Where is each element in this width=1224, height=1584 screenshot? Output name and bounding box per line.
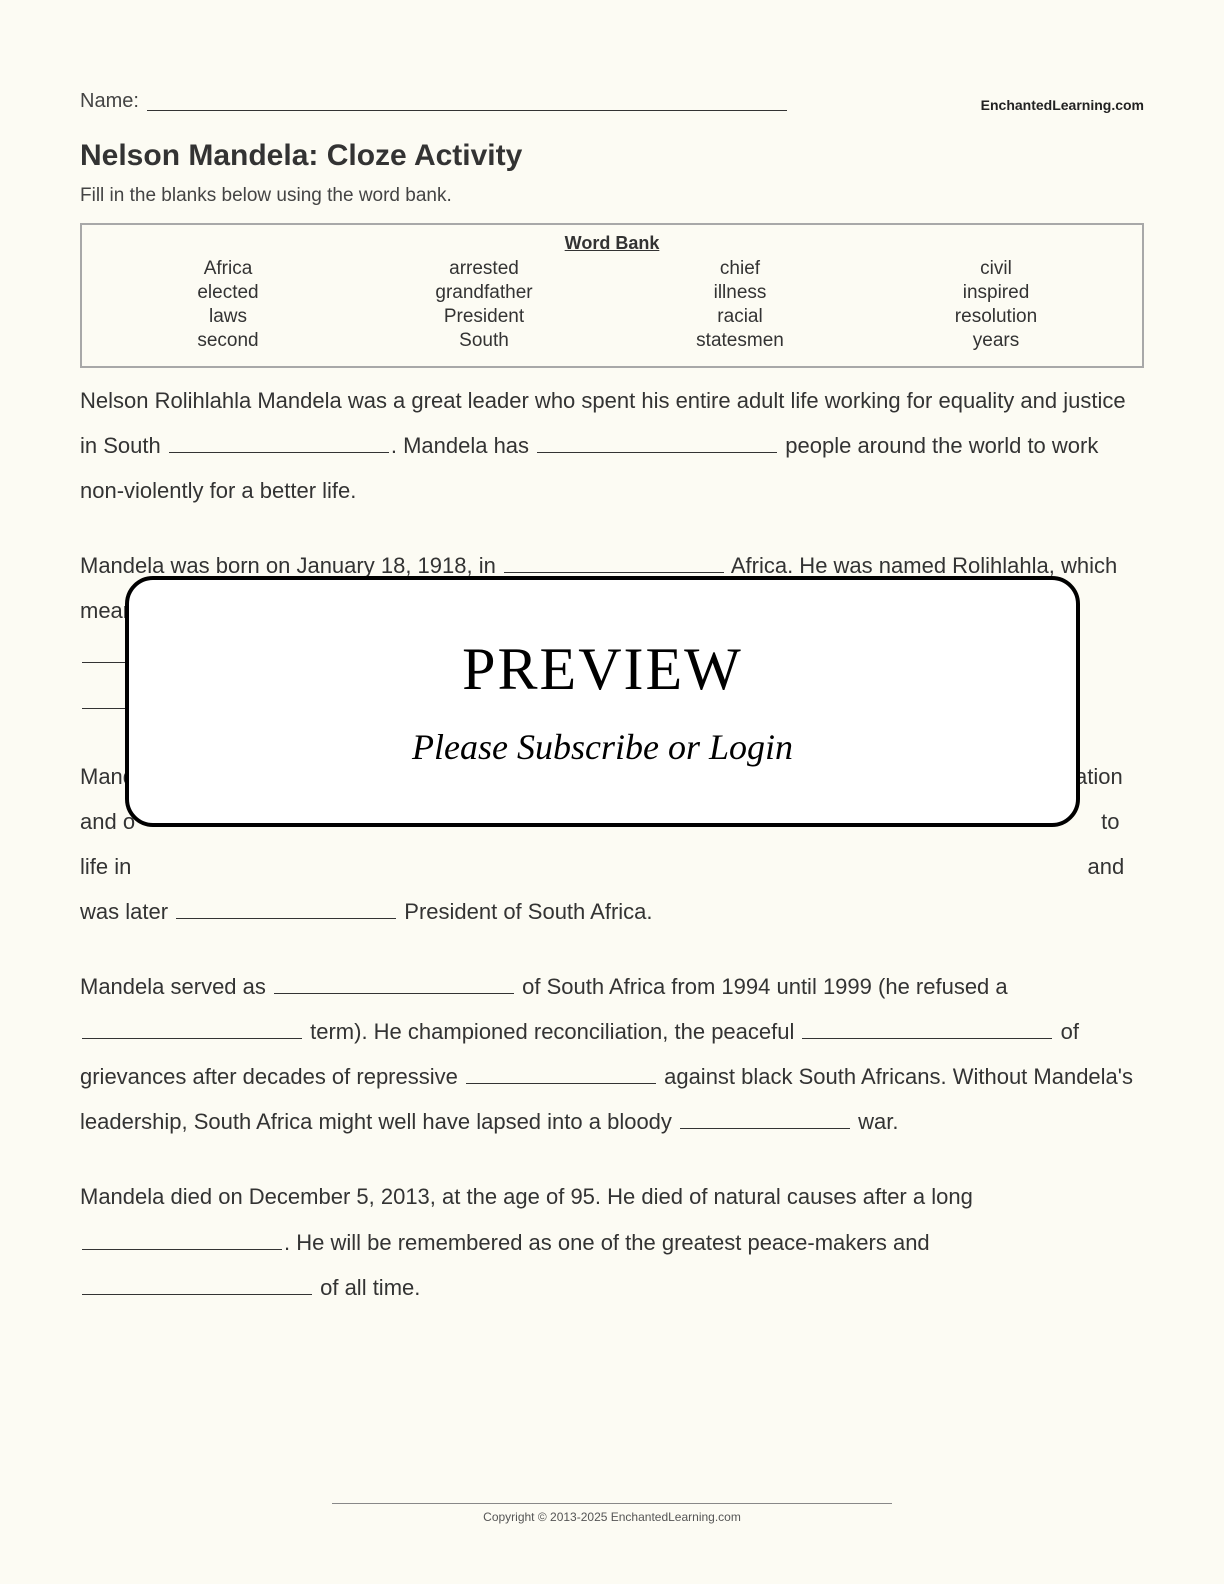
cloze-body: Nelson Rolihlahla Mandela was a great le…: [80, 378, 1144, 1310]
word-bank-word: arrested: [356, 258, 612, 280]
fill-blank[interactable]: [169, 430, 389, 453]
word-bank-word: racial: [612, 306, 868, 328]
cloze-text: Mandela died on December 5, 2013, at the…: [80, 1184, 973, 1209]
cloze-text: Mandela served as: [80, 974, 272, 999]
word-bank-word: resolution: [868, 306, 1124, 328]
fill-blank[interactable]: [537, 430, 777, 453]
word-bank-word: South: [356, 330, 612, 352]
word-bank-word: Africa: [100, 258, 356, 280]
cloze-paragraph: Mandela died on December 5, 2013, at the…: [80, 1174, 1144, 1309]
cloze-text: war.: [852, 1109, 898, 1134]
word-bank-grid: Africa arrested chief civil elected gran…: [100, 258, 1124, 352]
page-footer: Copyright © 2013-2025 EnchantedLearning.…: [0, 1503, 1224, 1524]
word-bank-word: chief: [612, 258, 868, 280]
name-field: Name:: [80, 90, 981, 113]
word-bank-word: civil: [868, 258, 1124, 280]
cloze-paragraph: Nelson Rolihlahla Mandela was a great le…: [80, 378, 1144, 513]
fill-blank[interactable]: [82, 1226, 282, 1249]
word-bank-word: illness: [612, 282, 868, 304]
word-bank-title: Word Bank: [100, 233, 1124, 254]
fill-blank[interactable]: [802, 1016, 1052, 1039]
word-bank-word: laws: [100, 306, 356, 328]
cloze-text: President of South Africa.: [398, 899, 652, 924]
fill-blank[interactable]: [176, 896, 396, 919]
page-title: Nelson Mandela: Cloze Activity: [80, 139, 1144, 173]
worksheet-header: Name: EnchantedLearning.com: [80, 90, 1144, 113]
word-bank-word: inspired: [868, 282, 1124, 304]
preview-overlay-title: PREVIEW: [462, 635, 743, 704]
name-label: Name:: [80, 90, 139, 113]
fill-blank[interactable]: [274, 971, 514, 994]
cloze-text: . He will be remembered as one of the gr…: [284, 1230, 930, 1255]
cloze-text: Mandela was born on January 18, 1918, in: [80, 553, 502, 578]
fill-blank[interactable]: [504, 550, 724, 573]
footer-copyright: Copyright © 2013-2025 EnchantedLearning.…: [0, 1510, 1224, 1524]
fill-blank[interactable]: [82, 1272, 312, 1295]
word-bank-word: elected: [100, 282, 356, 304]
word-bank-word: second: [100, 330, 356, 352]
preview-overlay-subtitle: Please Subscribe or Login: [412, 726, 793, 768]
fill-blank[interactable]: [466, 1061, 656, 1084]
fill-blank[interactable]: [680, 1106, 850, 1129]
name-input-line[interactable]: [147, 110, 787, 111]
cloze-text: term). He championed reconciliation, the…: [304, 1019, 800, 1044]
cloze-paragraph: Mandela served as of South Africa from 1…: [80, 964, 1144, 1144]
word-bank-word: statesmen: [612, 330, 868, 352]
word-bank-word: grandfather: [356, 282, 612, 304]
cloze-text: of all time.: [314, 1275, 420, 1300]
fill-blank[interactable]: [82, 1016, 302, 1039]
site-brand: EnchantedLearning.com: [981, 97, 1144, 113]
cloze-text: . Mandela has: [391, 433, 535, 458]
word-bank-word: years: [868, 330, 1124, 352]
footer-divider: [332, 1503, 892, 1504]
cloze-text: of South Africa from 1994 until 1999 (he…: [516, 974, 1008, 999]
preview-overlay: PREVIEW Please Subscribe or Login: [125, 576, 1080, 827]
instructions-text: Fill in the blanks below using the word …: [80, 185, 1144, 207]
word-bank: Word Bank Africa arrested chief civil el…: [80, 223, 1144, 368]
word-bank-word: President: [356, 306, 612, 328]
